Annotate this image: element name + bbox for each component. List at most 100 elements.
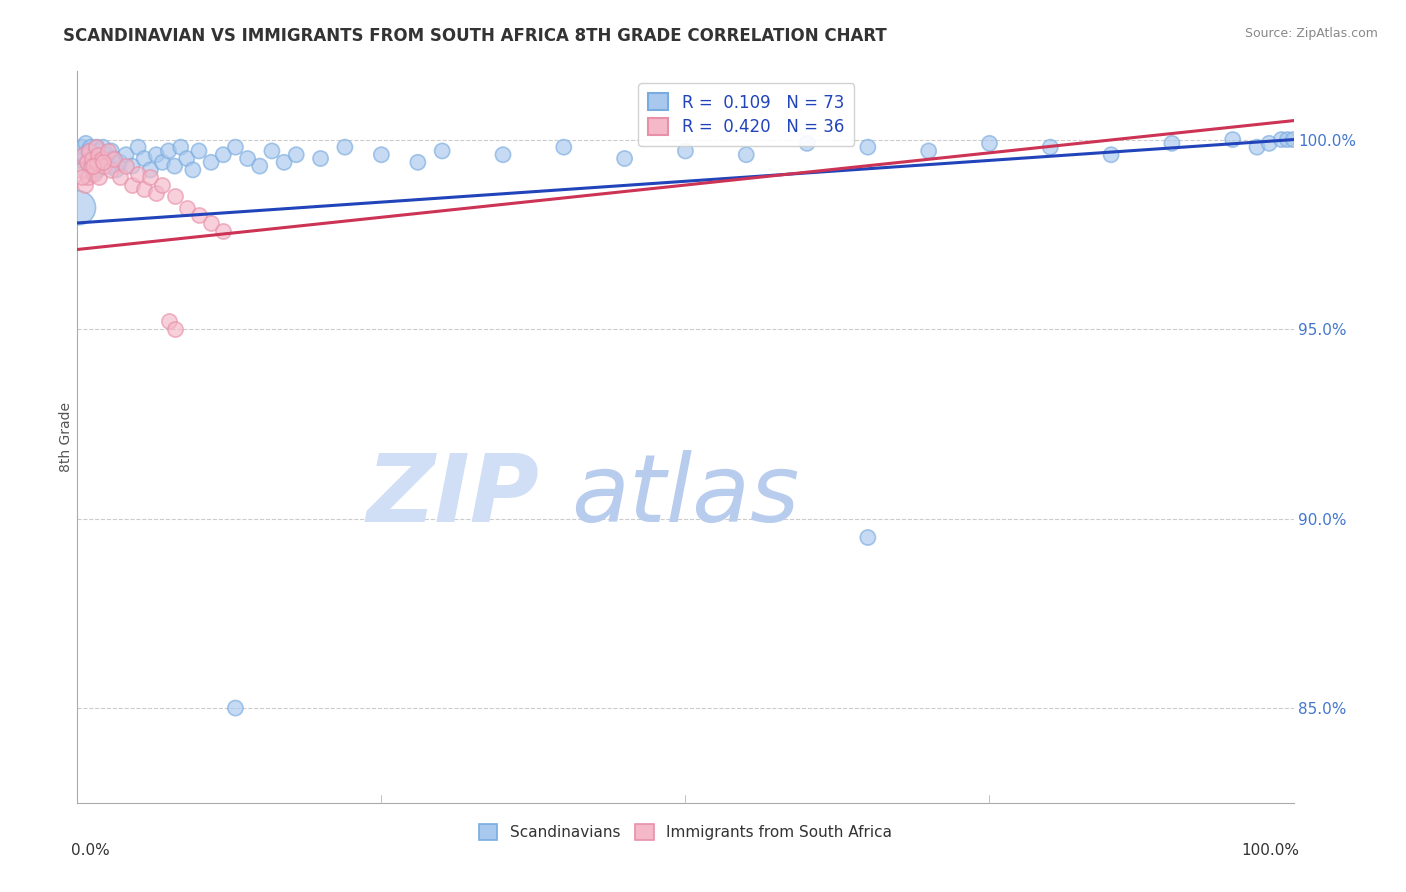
Point <box>212 223 235 237</box>
Point <box>90 152 112 166</box>
Point <box>163 322 186 336</box>
Point <box>553 140 575 154</box>
Point <box>675 144 697 158</box>
Point <box>273 155 295 169</box>
Point <box>260 144 283 158</box>
Point <box>1270 132 1292 146</box>
Point <box>176 201 198 215</box>
Point <box>79 144 101 158</box>
Point <box>188 144 211 158</box>
Point <box>181 162 204 177</box>
Text: Source: ZipAtlas.com: Source: ZipAtlas.com <box>1244 27 1378 40</box>
Point <box>103 152 125 166</box>
Point <box>75 136 97 151</box>
Point <box>796 136 818 151</box>
Point <box>70 170 93 185</box>
Point <box>79 159 101 173</box>
Point <box>90 152 112 166</box>
Point <box>67 201 90 215</box>
Point <box>188 208 211 222</box>
Point <box>108 155 131 169</box>
Point <box>157 314 180 328</box>
Point <box>139 162 162 177</box>
Point <box>103 152 125 166</box>
Point <box>613 152 636 166</box>
Point <box>80 152 103 166</box>
Point <box>72 147 94 161</box>
Point <box>121 159 143 173</box>
Point <box>80 159 103 173</box>
Point <box>224 140 246 154</box>
Point <box>1246 140 1268 154</box>
Point <box>1161 136 1184 151</box>
Point <box>70 162 93 177</box>
Point <box>856 140 879 154</box>
Point <box>134 182 156 196</box>
Point <box>979 136 1001 151</box>
Point <box>96 147 118 161</box>
Point <box>91 140 114 154</box>
Point <box>100 144 122 158</box>
Point <box>82 167 104 181</box>
Text: 0.0%: 0.0% <box>72 843 110 858</box>
Point <box>89 159 111 173</box>
Point <box>87 147 110 161</box>
Point <box>105 162 128 177</box>
Point <box>200 155 222 169</box>
Point <box>333 140 356 154</box>
Point <box>89 170 111 185</box>
Text: ZIP: ZIP <box>367 450 540 541</box>
Point <box>134 152 156 166</box>
Point <box>77 170 100 185</box>
Point <box>236 152 259 166</box>
Point <box>84 140 107 154</box>
Point <box>735 147 758 161</box>
Point <box>492 147 515 161</box>
Point <box>212 147 235 161</box>
Point <box>176 152 198 166</box>
Point <box>84 155 107 169</box>
Point <box>73 147 96 161</box>
Point <box>97 159 120 173</box>
Point <box>97 144 120 158</box>
Point <box>77 144 100 158</box>
Point <box>115 159 138 173</box>
Point <box>224 701 246 715</box>
Point <box>1222 132 1244 146</box>
Point <box>1039 140 1062 154</box>
Point <box>83 147 105 161</box>
Point <box>93 159 115 173</box>
Point <box>170 140 193 154</box>
Point <box>86 140 108 154</box>
Point <box>406 155 429 169</box>
Point <box>127 167 149 181</box>
Point <box>115 147 138 161</box>
Text: SCANDINAVIAN VS IMMIGRANTS FROM SOUTH AFRICA 8TH GRADE CORRELATION CHART: SCANDINAVIAN VS IMMIGRANTS FROM SOUTH AF… <box>63 27 887 45</box>
Point <box>918 144 941 158</box>
Point <box>76 155 98 169</box>
Point <box>370 147 392 161</box>
Point <box>93 155 115 169</box>
Point <box>80 152 103 166</box>
Point <box>80 140 103 154</box>
Point <box>152 178 174 192</box>
Point <box>100 162 122 177</box>
Point <box>1277 132 1299 146</box>
Point <box>91 155 114 169</box>
Point <box>145 147 167 161</box>
Point <box>139 170 162 185</box>
Point <box>163 189 186 203</box>
Point <box>1099 147 1122 161</box>
Point <box>82 159 104 173</box>
Y-axis label: 8th Grade: 8th Grade <box>59 402 73 472</box>
Point <box>200 216 222 230</box>
Point <box>70 140 93 154</box>
Point <box>86 155 108 169</box>
Point <box>157 144 180 158</box>
Point <box>285 147 308 161</box>
Point <box>69 152 91 166</box>
Point <box>76 155 98 169</box>
Point <box>1258 136 1281 151</box>
Point <box>89 144 111 158</box>
Point <box>152 155 174 169</box>
